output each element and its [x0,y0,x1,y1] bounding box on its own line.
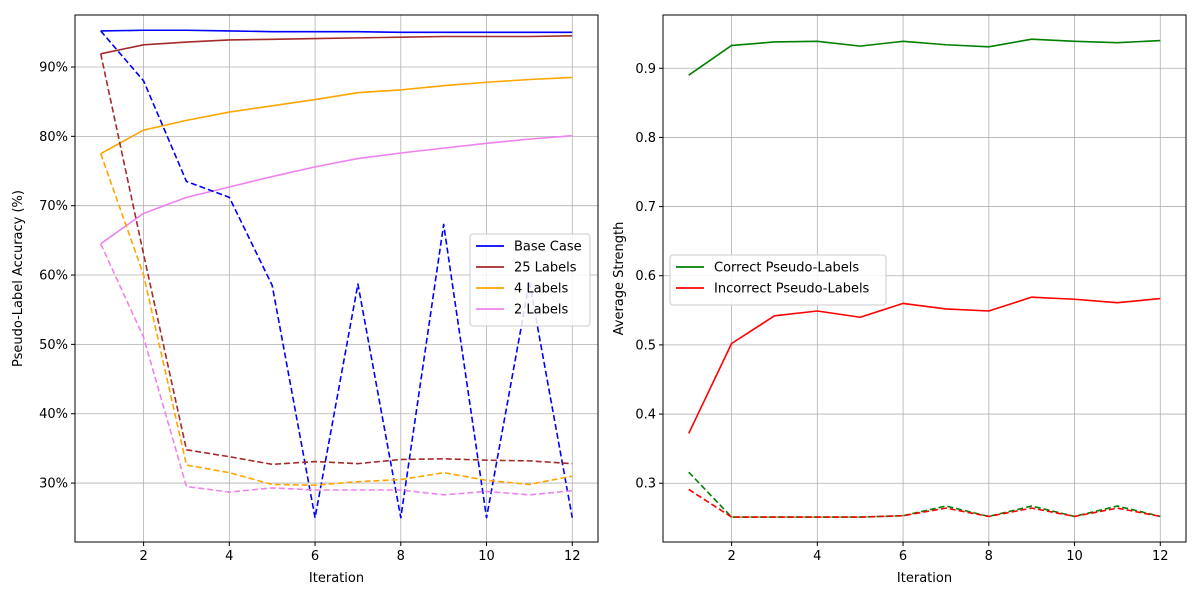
x-tick-label: 12 [564,549,581,564]
x-tick-label: 2 [727,549,735,564]
x-axis-label: Iteration [309,571,364,586]
y-tick-label: 80% [39,130,68,145]
x-tick-label: 8 [985,549,993,564]
legend-label-4-labels: 4 Labels [514,282,568,297]
legend-label-base-case: Base Case [514,240,582,255]
y-tick-label: 0.7 [635,200,656,215]
series-line-4-labels [100,76,573,155]
y-tick-label: 0.5 [635,338,656,353]
x-tick-label: 6 [899,549,907,564]
plot-frame [74,14,599,543]
y-tick-label: 0.8 [635,131,656,146]
y-tick-label: 90% [39,61,68,76]
legend: Correct Pseudo-Labels Incorrect Pseudo-La… [669,254,887,306]
legend-box [669,254,887,306]
series-line-2-labels-incorrect [99,243,573,496]
legend: Base Case 25 Labels 4 Labels 2 Labels [469,233,591,327]
x-tick-label: 4 [225,549,233,564]
y-tick-label: 0.3 [635,477,656,492]
series-line-incorrect-dashed [688,488,1161,518]
series-line-2-labels [100,134,573,245]
legend-box [469,233,591,327]
y-tick-label: 0.9 [635,62,656,77]
x-tick-label: 12 [1152,549,1169,564]
x-tick-label: 8 [397,549,405,564]
series-line-incorrect-pseudo-labels [687,296,1161,434]
series-line-base-case [100,29,573,34]
x-tick-label: 4 [813,549,821,564]
x-tick-label: 10 [478,549,495,564]
y-tick-label: 70% [39,199,68,214]
legend-label-25-labels: 25 Labels [514,261,577,276]
x-tick-label: 2 [139,549,147,564]
y-tick-label: 0.4 [635,408,656,423]
x-tick-label: 6 [311,549,319,564]
y-axis-label: Pseudo-Label Accuracy (%) [11,190,26,367]
legend-label-incorrect-pseudo-labels: Incorrect Pseudo-Labels [714,282,870,297]
y-tick-label: 60% [39,269,68,284]
y-tick-label: 40% [39,407,68,422]
series-line-4-labels-incorrect [99,153,573,486]
y-tick-label: 30% [39,477,68,492]
legend-label-correct-pseudo-labels: Correct Pseudo-Labels [714,261,859,276]
series-line-25-labels [100,35,573,55]
x-axis-label: Iteration [897,571,952,586]
left-chart-accuracy: 2 4 6 8 10 12 30% 40% 50% 60% 70% 80% 90% Iteration Ps… [11,14,599,586]
series-line-correct-dashed [688,471,1161,518]
y-tick-label: 0.6 [635,269,656,284]
y-axis-label: Average Strength [612,222,627,336]
y-tick-label: 50% [39,338,68,353]
series-line-correct-pseudo-labels [688,38,1161,76]
series-line-25-labels-incorrect [99,53,573,466]
plot-frame [662,14,1187,543]
right-chart-strength: 2 4 6 8 10 12 0.3 0.4 0.5 0.6 0.7 0.8 0.9 Iteration Av… [612,14,1187,586]
x-tick-label: 10 [1066,549,1083,564]
series-line-base-case-incorrect [100,30,574,519]
legend-label-2-labels: 2 Labels [514,303,568,318]
